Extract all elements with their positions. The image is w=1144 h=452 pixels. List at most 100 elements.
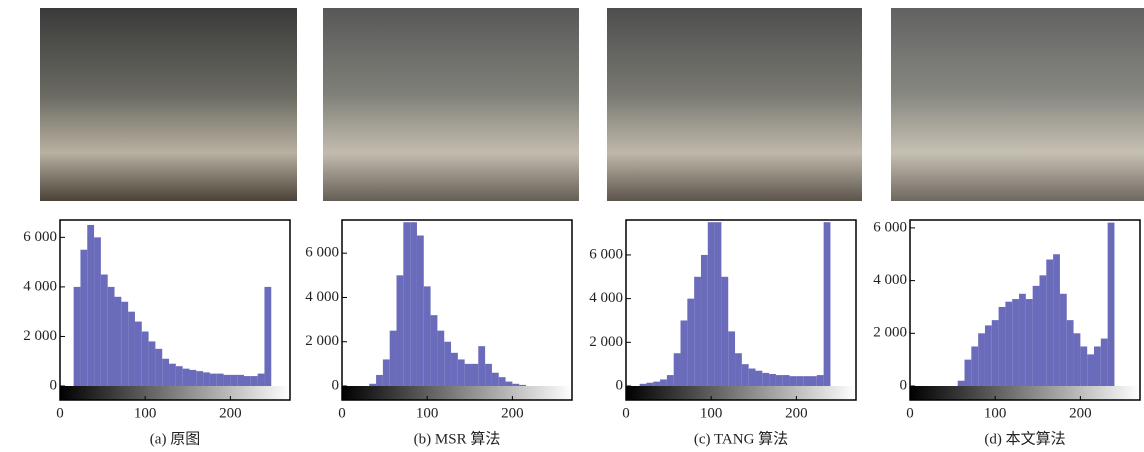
x-tick-label: 200 xyxy=(219,405,242,421)
hist-bar xyxy=(134,321,142,386)
gray-bar xyxy=(60,386,290,400)
hist-bar xyxy=(175,366,183,386)
hist-bar xyxy=(519,384,526,386)
hist-bar xyxy=(823,222,831,386)
hist-bar xyxy=(707,222,715,386)
x-tick-label: 0 xyxy=(622,405,630,421)
hist-bar xyxy=(189,369,197,386)
hist-bar xyxy=(714,222,722,386)
hist-bar xyxy=(209,373,217,386)
y-tick-label: 0 xyxy=(50,377,58,393)
hist-bar xyxy=(666,375,674,386)
x-tick-label: 0 xyxy=(56,405,64,421)
x-tick-label: 100 xyxy=(416,405,439,421)
hist-bar xyxy=(680,320,688,386)
y-tick-label: 2 000 xyxy=(305,333,339,349)
hist-bar xyxy=(423,286,431,386)
hist-bar xyxy=(203,372,210,386)
hist-bar xyxy=(1066,320,1074,386)
hist-bar xyxy=(223,374,231,386)
y-tick-label: 4 000 xyxy=(305,289,339,305)
hist-bar xyxy=(114,296,122,386)
hist-bar xyxy=(1012,299,1020,386)
hist-bar xyxy=(107,286,115,386)
hist-bar xyxy=(971,346,979,386)
hist-bar xyxy=(1025,299,1033,386)
hist-bar xyxy=(639,383,647,386)
caption: (c) TANG 算法 xyxy=(694,429,788,447)
hist-bar xyxy=(471,363,479,386)
hist-bar xyxy=(196,371,204,386)
hist-bar xyxy=(1005,301,1013,386)
hist-bar xyxy=(87,224,95,386)
hist-bar xyxy=(741,364,749,386)
hist-bar xyxy=(1053,254,1060,386)
hist-bar xyxy=(141,331,149,386)
hist-bar xyxy=(244,376,251,386)
plot-frame xyxy=(625,219,857,401)
hist-bar xyxy=(121,301,129,386)
hist-bar xyxy=(1100,338,1108,386)
hist-bar xyxy=(755,370,763,386)
hist-bar xyxy=(810,376,817,386)
y-tick-label: 4 000 xyxy=(589,290,623,306)
x-tick-label: 200 xyxy=(1069,405,1092,421)
hist-bar xyxy=(369,383,377,386)
hist-bar xyxy=(1019,293,1026,386)
hist-bar xyxy=(700,254,708,386)
x-tick-label: 100 xyxy=(134,405,157,421)
hist-bar xyxy=(485,363,492,386)
plot-frame xyxy=(909,219,1141,401)
caption: (b) MSR 算法 xyxy=(414,429,501,447)
hist-bar xyxy=(451,352,458,386)
y-tick-label: 0 xyxy=(332,377,340,393)
y-tick-label: 6 000 xyxy=(305,245,339,261)
caption: (a) 原图 xyxy=(150,430,200,447)
gray-bar xyxy=(910,386,1140,400)
caption: (d) 本文算法 xyxy=(984,429,1065,447)
plot-frame xyxy=(59,219,291,401)
hist-bar xyxy=(721,276,729,386)
y-tick-label: 2 000 xyxy=(873,325,907,341)
plot-frame xyxy=(341,219,573,401)
hist-bar xyxy=(389,330,397,386)
hist-bar xyxy=(775,375,783,386)
hist-bar xyxy=(216,373,224,386)
hist-bar xyxy=(403,222,411,386)
photo xyxy=(323,8,579,201)
y-tick-label: 2 000 xyxy=(23,328,57,344)
hist-bar xyxy=(376,374,383,386)
hist-bar xyxy=(1073,333,1081,386)
gray-bar xyxy=(626,386,856,400)
hist-bar xyxy=(998,306,1006,386)
hist-bar xyxy=(769,373,776,386)
hist-bar xyxy=(978,333,985,386)
hist-bar xyxy=(230,374,238,386)
hist-bar xyxy=(155,348,163,386)
y-tick-label: 0 xyxy=(900,377,908,393)
x-tick-label: 100 xyxy=(984,405,1007,421)
hist-bar xyxy=(1059,293,1067,386)
hist-bar xyxy=(182,368,190,386)
hist-bar xyxy=(382,359,390,386)
photo xyxy=(607,8,862,201)
y-tick-label: 4 000 xyxy=(23,278,57,294)
hist-bar xyxy=(694,276,701,386)
hist-bar xyxy=(100,274,108,386)
hist-bar xyxy=(128,311,135,386)
hist-bar xyxy=(1032,285,1040,386)
hist-bar xyxy=(430,315,438,386)
hist-bar xyxy=(148,341,156,386)
hist-bar xyxy=(94,237,101,386)
y-tick-label: 0 xyxy=(616,377,624,393)
hist-bar xyxy=(505,381,513,386)
hist-bar xyxy=(237,374,244,386)
hist-bar xyxy=(437,330,445,386)
hist-bar xyxy=(1094,346,1101,386)
hist-bar xyxy=(991,320,999,386)
hist-bar xyxy=(803,376,810,386)
x-tick-label: 200 xyxy=(785,405,808,421)
hist-bar xyxy=(646,382,654,386)
hist-bar xyxy=(789,376,797,386)
